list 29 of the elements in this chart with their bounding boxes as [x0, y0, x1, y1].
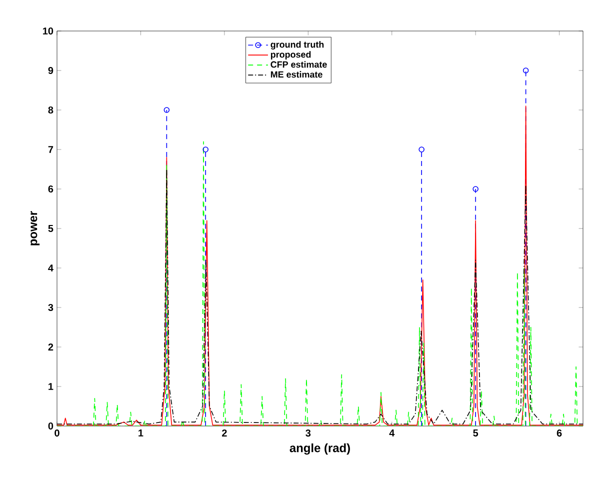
point — [522, 68, 529, 74]
y-axis-title: power — [30, 211, 40, 246]
y-tick-label: 3 — [48, 304, 54, 312]
x-tick-label: 6 — [556, 430, 562, 437]
legend-label: proposed — [270, 51, 311, 60]
x-tick-label: 3 — [306, 430, 311, 437]
x-tick-label: 4 — [389, 430, 395, 436]
legend-label: ground truth — [270, 41, 324, 50]
x-axis-title: angle (rad) — [290, 443, 350, 455]
point — [202, 146, 208, 152]
y-tick-label: 5 — [48, 225, 54, 232]
x-tick-label: 1 — [138, 430, 144, 436]
y-tick-label: 4 — [48, 264, 54, 272]
x-tick-label: 2 — [222, 430, 227, 436]
legend-label: ME estimate — [270, 71, 322, 78]
point — [418, 146, 424, 152]
y-tick-label: 2 — [48, 344, 54, 350]
legend-label: CFP estimate — [270, 61, 327, 68]
y-tick-label: 0 — [48, 422, 54, 430]
y-tick-label: 6 — [48, 185, 54, 193]
y-tick-label: 7 — [48, 146, 54, 153]
y-tick-label: 10 — [43, 27, 54, 35]
y-tick-label: 9 — [48, 66, 54, 74]
y-tick-label: 1 — [48, 383, 54, 390]
y-tick-label: 8 — [48, 106, 54, 114]
point — [164, 107, 170, 113]
x-tick-label: 0 — [54, 430, 60, 437]
point — [472, 186, 478, 192]
x-tick-label: 5 — [473, 430, 478, 436]
